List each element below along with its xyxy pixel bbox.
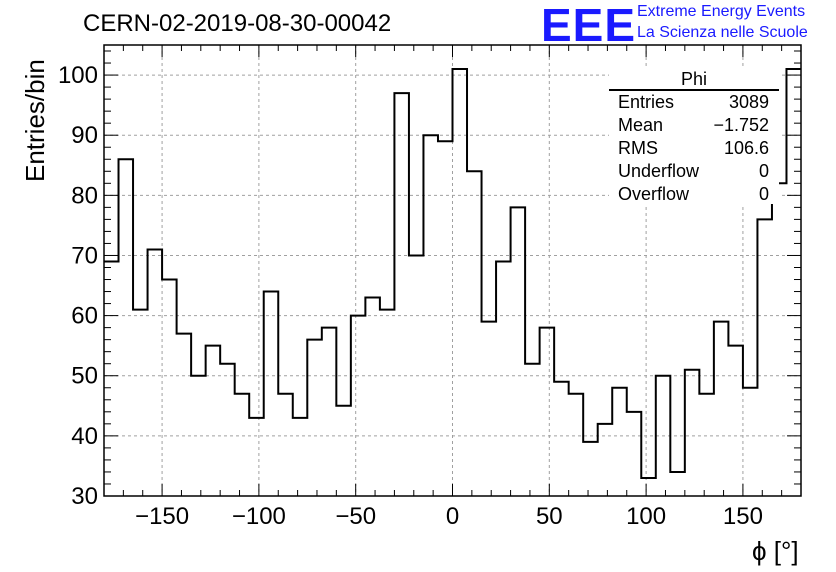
y-tick-label: 80 <box>71 182 98 209</box>
axis-ticks <box>103 45 802 497</box>
tick-labels: −150 −100 −50 0 50 100 150 30 40 50 60 70 80 90 100 <box>58 62 763 530</box>
stats-row: RMS 106.6 <box>609 137 779 160</box>
chart-title: CERN-02-2019-08-30-00042 <box>83 10 392 37</box>
y-tick-label: 50 <box>71 363 98 390</box>
stats-label: Mean <box>618 115 664 135</box>
stats-row: Entries 3089 <box>609 91 779 114</box>
stats-row: Overflow 0 <box>609 183 779 206</box>
x-tick-label: 50 <box>536 503 563 530</box>
stats-value: 0 <box>758 161 769 181</box>
stats-value: 106.6 <box>723 138 769 158</box>
logo-line-1: Extreme Energy Events <box>637 3 806 20</box>
stats-label: Overflow <box>618 184 690 204</box>
x-tick-label: −100 <box>232 503 286 530</box>
stats-value: 0 <box>758 184 769 204</box>
stats-row: Underflow 0 <box>609 160 779 183</box>
x-tick-label: 100 <box>626 503 666 530</box>
stats-value: 3089 <box>728 92 769 112</box>
x-tick-label: −150 <box>135 503 189 530</box>
plot-frame <box>103 44 802 497</box>
y-tick-label: 100 <box>58 62 98 89</box>
stats-value: −1.752 <box>713 115 769 135</box>
logo-line-2: La Scienza nelle Scuole <box>637 24 808 41</box>
stats-label: RMS <box>618 138 658 158</box>
y-tick-label: 30 <box>71 483 98 510</box>
y-axis-label: Entries/bin <box>20 59 50 182</box>
histogram-line <box>104 68 801 479</box>
eee-logo: EEE <box>541 0 637 51</box>
stats-label: Underflow <box>618 161 700 181</box>
x-tick-label: 150 <box>723 503 763 530</box>
stats-row: Mean −1.752 <box>609 114 779 137</box>
x-tick-label: 0 <box>446 503 459 530</box>
x-axis-label: ϕ [°] <box>752 536 799 566</box>
stats-title: Phi <box>609 68 779 91</box>
y-tick-label: 90 <box>71 122 98 149</box>
stats-label: Entries <box>618 92 675 112</box>
x-tick-label: −50 <box>335 503 376 530</box>
y-tick-label: 40 <box>71 423 98 450</box>
y-tick-label: 70 <box>71 242 98 269</box>
stats-box: Phi Entries 3089 Mean −1.752 RMS 106.6 Unde… <box>609 68 779 204</box>
y-tick-label: 60 <box>71 303 98 330</box>
